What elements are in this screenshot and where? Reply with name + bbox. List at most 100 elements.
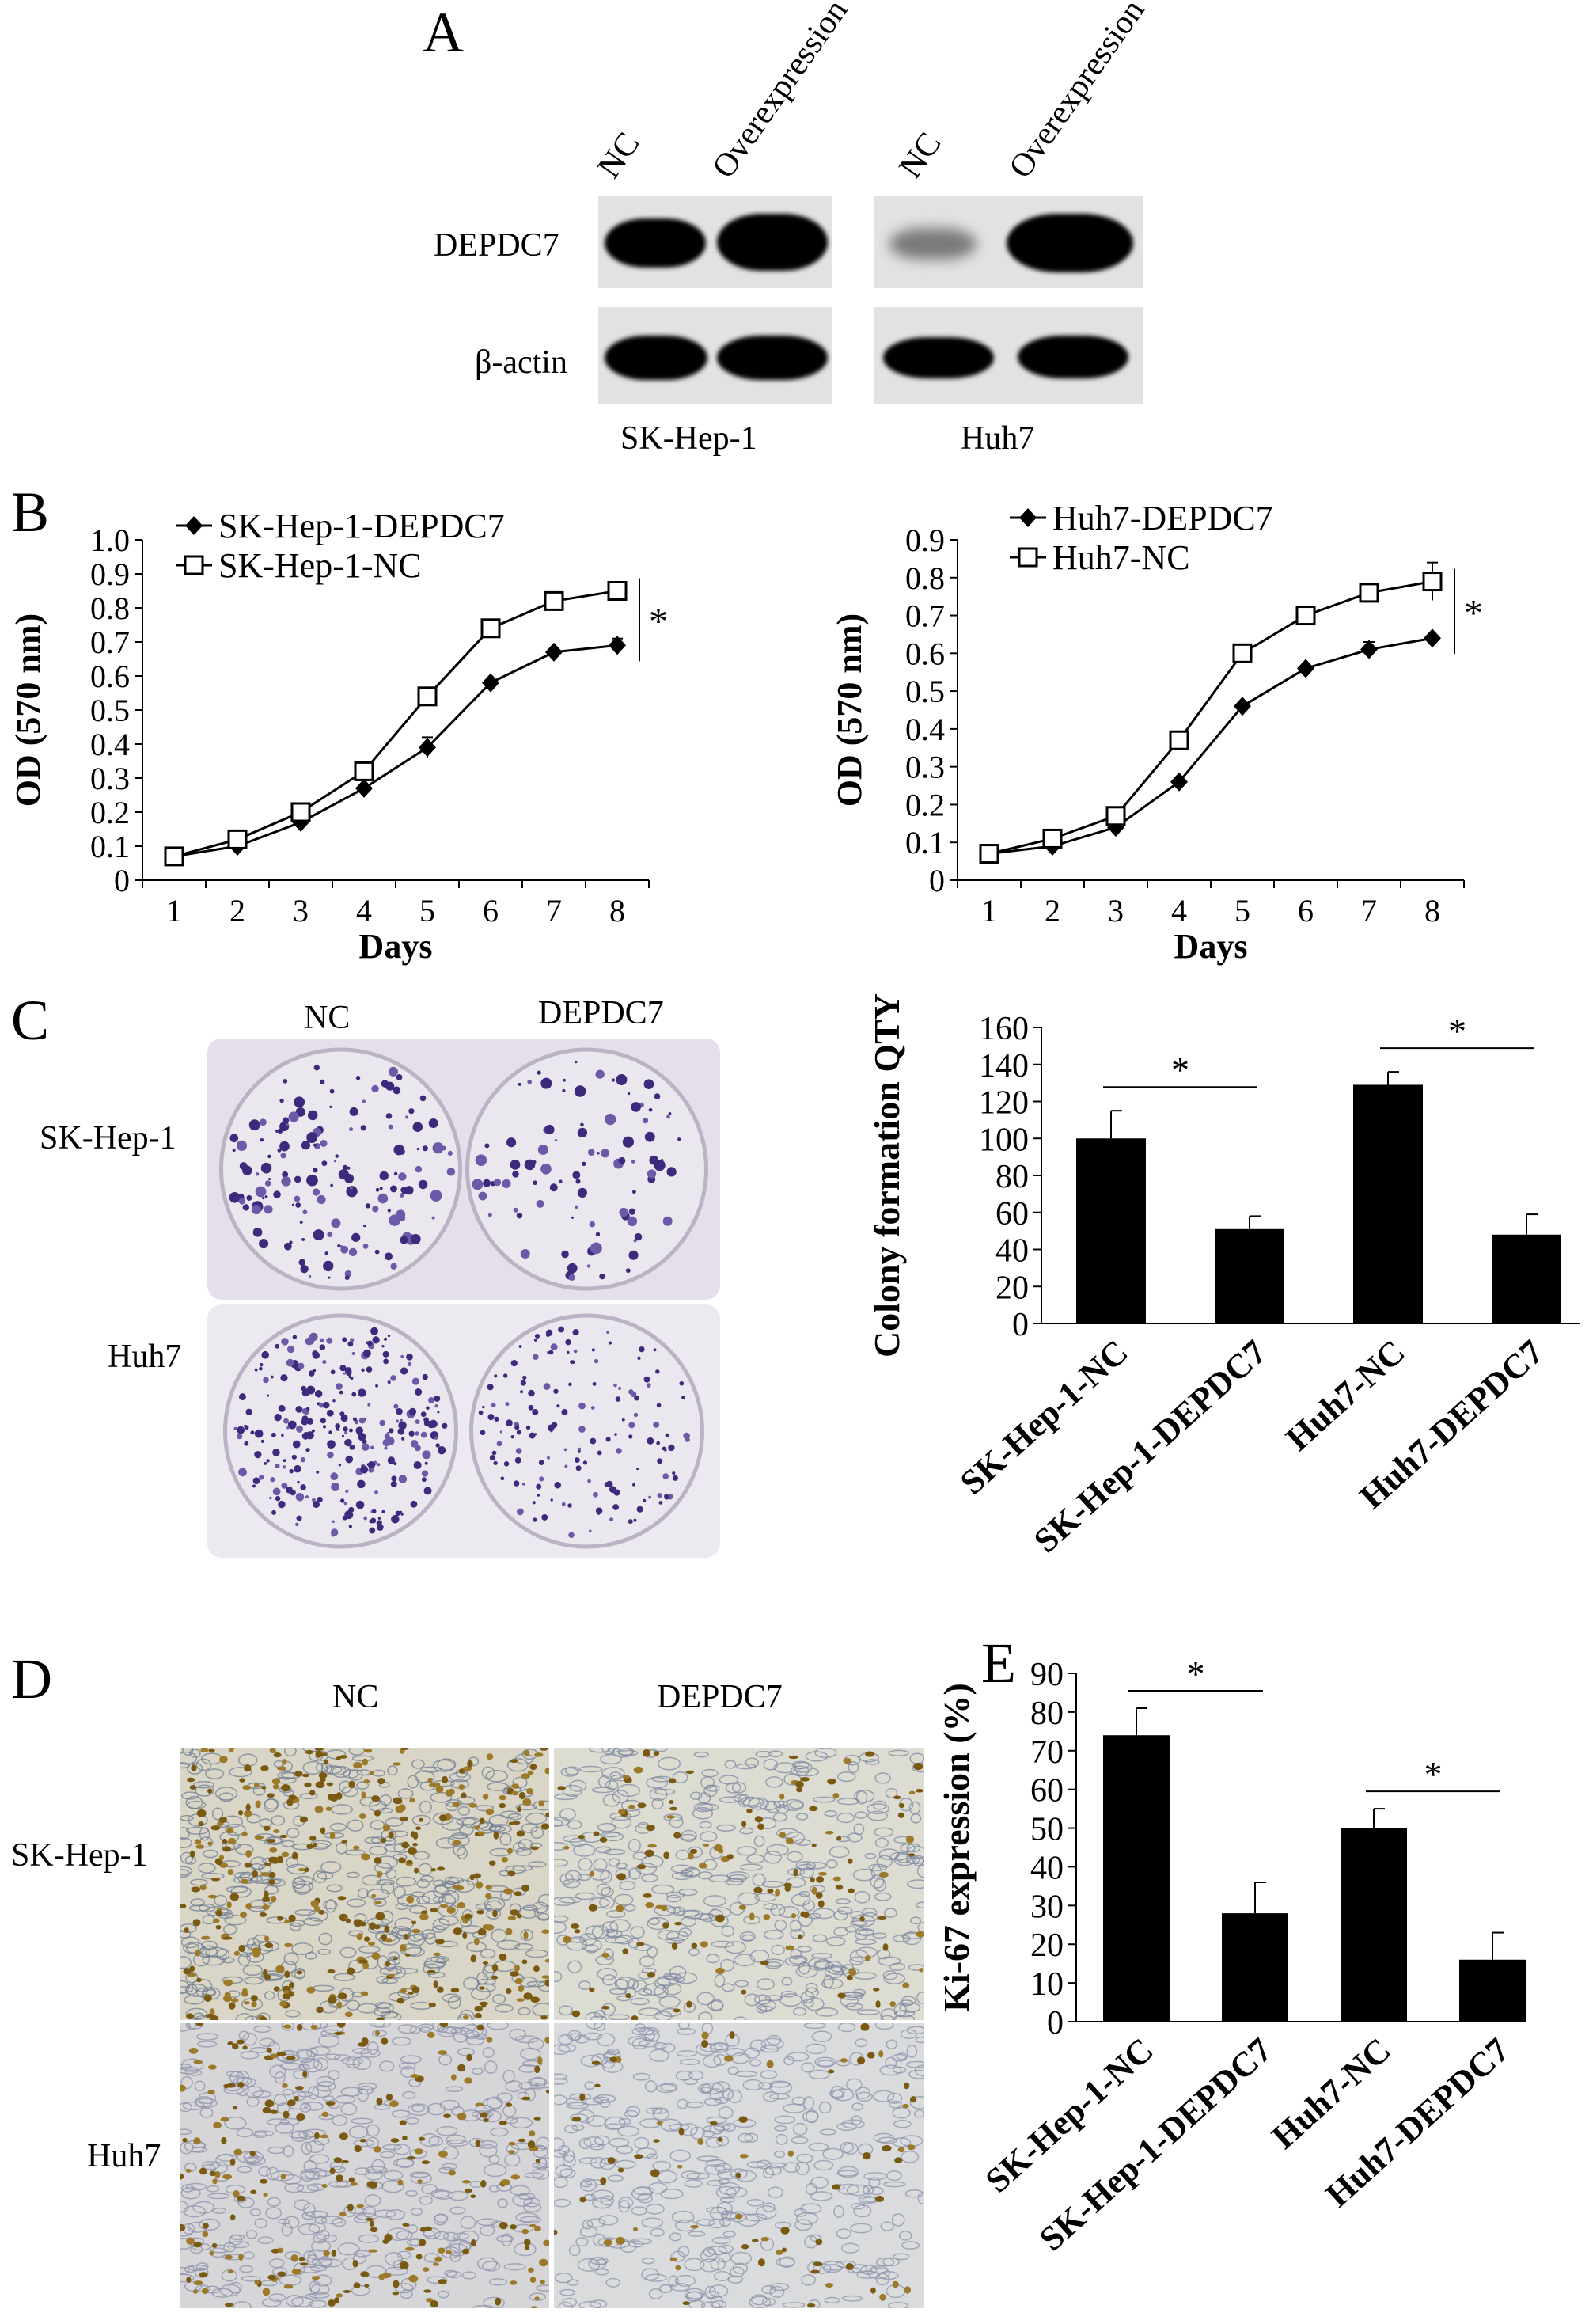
colony-dot: [618, 1387, 622, 1390]
bar-2: [1341, 1828, 1407, 2022]
cell-outline: [784, 1956, 807, 1966]
colony-dot: [601, 1149, 610, 1158]
cell-outline: [644, 2030, 660, 2043]
ki67-positive-nucleus: [686, 2000, 692, 2008]
cell-outline: [488, 2185, 500, 2193]
ki67-micrograph-skhep1-nc: [179, 1746, 551, 2022]
y-tick-label: 60: [995, 1196, 1029, 1232]
bar-0: [1103, 1735, 1170, 2022]
cell-outline: [184, 2069, 203, 2076]
cell-outline: [645, 2107, 662, 2114]
cell-outline: [875, 2257, 895, 2267]
colony-dot: [428, 1118, 438, 1128]
colony-dot: [238, 1468, 247, 1477]
colony-dot: [286, 1123, 290, 1127]
cell-outline: [801, 2062, 815, 2073]
cell-outline: [185, 1971, 199, 1984]
cell-outline: [876, 1855, 893, 1868]
colony-dot: [229, 1134, 239, 1143]
cell-outline: [906, 2026, 924, 2035]
colony-dot: [547, 1456, 550, 1460]
ki67-positive-nucleus: [260, 2178, 268, 2184]
x-tick-label: 2: [1045, 893, 1060, 928]
cell-outline: [311, 2023, 328, 2030]
ki67-positive-nucleus: [193, 2241, 202, 2248]
cell-outline: [805, 1751, 829, 1762]
ki67-positive-nucleus: [328, 1996, 337, 2004]
cell-outline: [289, 2131, 309, 2139]
ki67-positive-nucleus: [237, 2082, 245, 2088]
cell-outline: [391, 2037, 412, 2046]
colony-dot: [561, 1250, 569, 1259]
cell-outline: [836, 1771, 856, 1783]
cell-outline: [593, 1858, 608, 1873]
colony-dot: [578, 1447, 582, 1451]
y-tick-label: 0.9: [90, 556, 130, 592]
ki67-positive-nucleus: [510, 2174, 521, 2180]
cell-outline: [283, 2088, 294, 2096]
colony-dot: [563, 1448, 567, 1452]
ki67-positive-nucleus: [767, 1888, 774, 1894]
cell-outline: [275, 2121, 294, 2134]
ki67-positive-nucleus: [522, 1798, 532, 1806]
cell-outline: [468, 2137, 484, 2147]
x-tick-label: 8: [609, 893, 625, 928]
colony-dot: [529, 1432, 536, 1439]
cell-outline: [180, 2075, 193, 2090]
colony-dot: [565, 1339, 571, 1346]
cell-outline: [416, 1878, 430, 1889]
cell-outline: [774, 1919, 787, 1931]
cell-outline: [258, 2166, 271, 2177]
ki67-positive-nucleus: [281, 1851, 290, 1858]
ki67-positive-nucleus: [554, 2229, 558, 2235]
ki67-positive-nucleus: [260, 1872, 270, 1877]
ki67-positive-nucleus: [539, 2258, 548, 2267]
cell-outline: [335, 2094, 356, 2104]
cell-outline: [847, 2267, 861, 2273]
ki67-positive-nucleus: [545, 2089, 549, 2094]
cell-outline: [703, 1784, 718, 1798]
ki67-positive-nucleus: [865, 1751, 874, 1757]
colony-dot: [349, 1186, 353, 1190]
colony-dot: [369, 1527, 376, 1534]
cell-outline: [410, 2172, 432, 2185]
cell-outline: [788, 1955, 808, 1965]
cell-outline: [380, 2011, 399, 2019]
cell-outline: [341, 1786, 358, 1798]
ki67-positive-nucleus: [434, 2256, 443, 2262]
ki67-positive-nucleus: [309, 1790, 316, 1796]
cell-outline: [899, 1999, 914, 2007]
cell-outline: [364, 2194, 381, 2207]
colony-dot: [387, 1456, 396, 1464]
cell-outline: [833, 1927, 849, 1937]
colony-dot: [653, 1421, 660, 1428]
cell-outline: [796, 2153, 813, 2163]
cell-outline: [189, 1749, 201, 1758]
colony-dot: [520, 1390, 524, 1394]
y-tick-label: 0.7: [905, 598, 945, 634]
colony-dot: [491, 1450, 497, 1456]
ki67-positive-nucleus: [875, 2000, 881, 2008]
ki67-positive-nucleus: [476, 1909, 484, 1915]
colony-dot: [267, 1177, 271, 1181]
cell-outline: [618, 2117, 632, 2125]
ki67-positive-nucleus: [894, 2157, 903, 2163]
cell-outline: [605, 2123, 623, 2131]
ki67-positive-nucleus: [356, 2204, 365, 2208]
plate-col-label-nc: NC: [304, 1000, 351, 1036]
y-tick-label: 100: [979, 1122, 1029, 1158]
y-tick-label: 0: [1047, 2005, 1064, 2041]
colony-dot: [550, 1343, 558, 1351]
cell-outline: [449, 2252, 461, 2263]
cell-outline: [524, 2087, 536, 2102]
data-point-square: [227, 829, 248, 849]
colony-dot: [254, 1451, 262, 1459]
colony-dot: [335, 1423, 341, 1429]
cell-outline: [487, 2023, 510, 2030]
ki67-micrograph-huh7-nc: [179, 2022, 551, 2310]
ki67-positive-nucleus: [897, 1812, 905, 1818]
cell-outline: [554, 2094, 567, 2106]
ki67-positive-nucleus: [406, 1859, 413, 1864]
cell-outline: [566, 2102, 590, 2109]
ki67-positive-nucleus: [508, 2150, 515, 2155]
